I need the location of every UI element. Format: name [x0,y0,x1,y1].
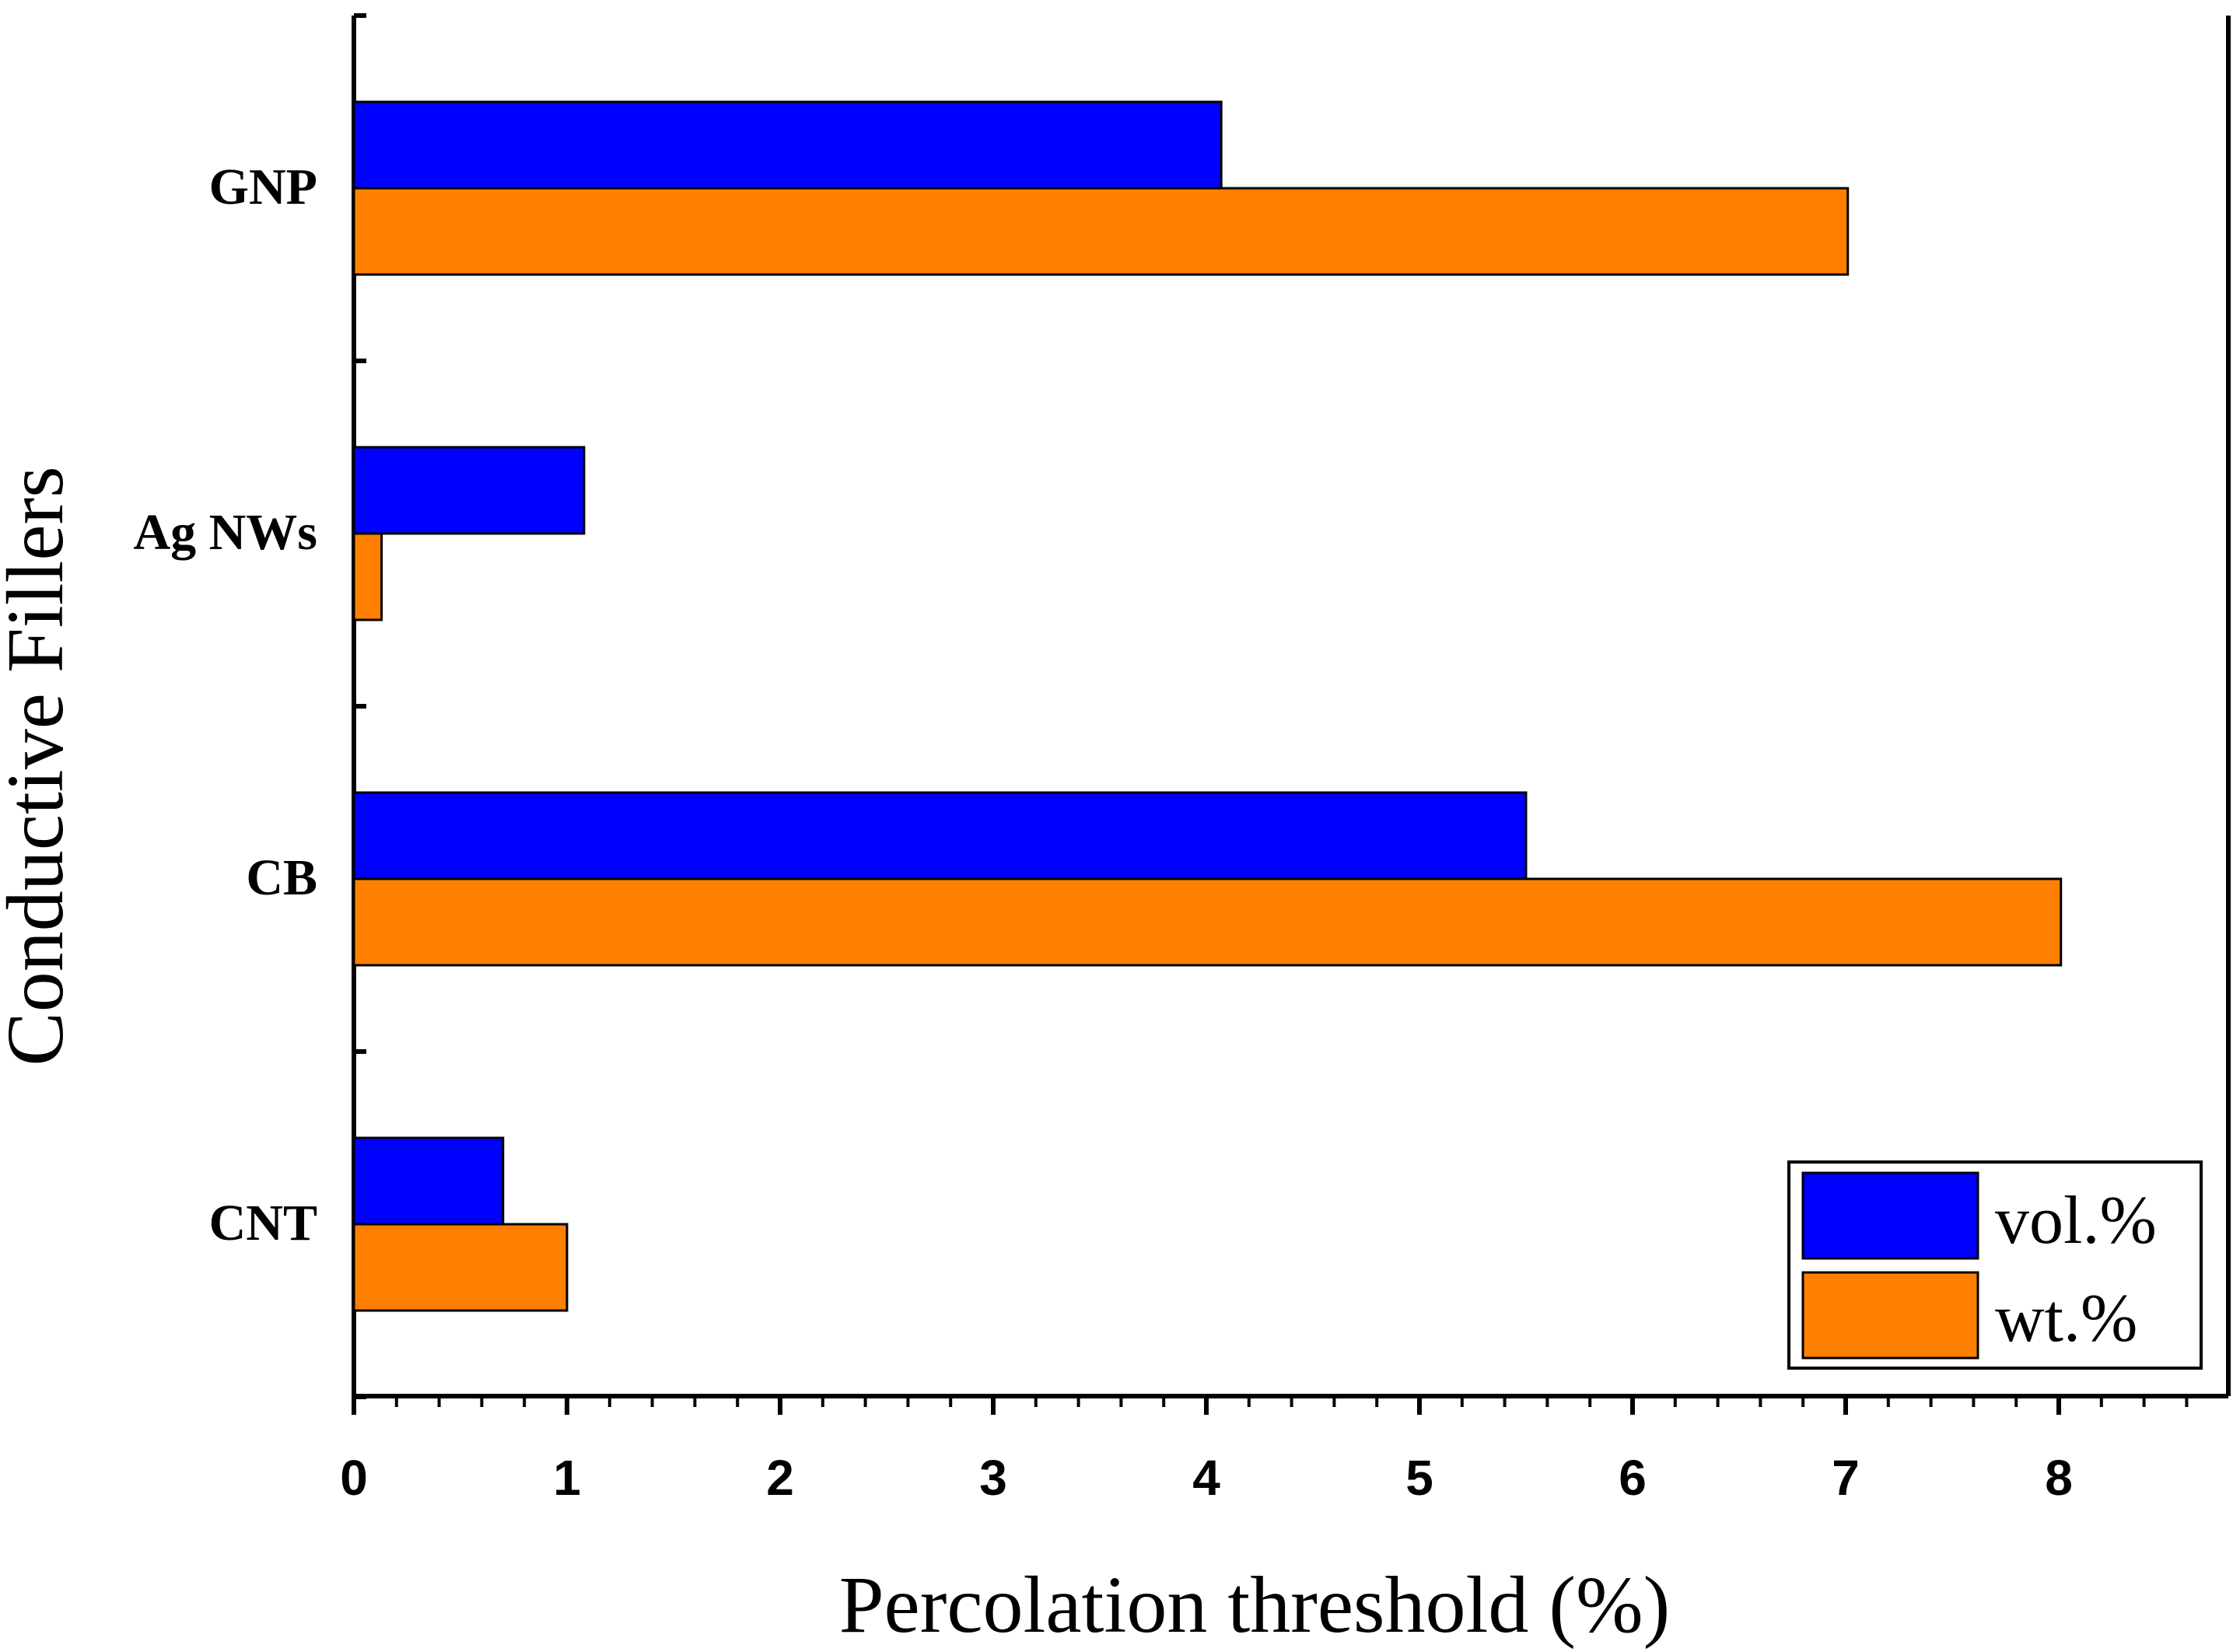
y-category-label: CNT [209,1195,317,1251]
bar-cnt-wt [352,1223,569,1312]
x-tick-label: 5 [1405,1450,1433,1506]
bar-ag-nws-wt [352,532,383,621]
x-tick-label: 7 [1832,1450,1860,1506]
x-tick-label: 2 [766,1450,794,1506]
bar-gnp-wt [352,187,1850,276]
y-axis-ticks: GNP Ag NWs CB CNT [133,13,366,1399]
y-category-label: GNP [209,159,317,215]
bars [352,100,2063,1312]
bar-cb-vol [352,791,1528,880]
bar-cnt-vol [352,1136,505,1226]
legend-swatch-wt [1801,1271,1979,1360]
x-tick-label: 6 [1619,1450,1647,1506]
x-tick-label: 0 [340,1450,368,1506]
legend: vol.% wt.% [1787,1160,2203,1370]
legend-label-vol: vol.% [1995,1183,2157,1258]
y-category-label: Ag NWs [133,504,317,561]
x-tick-label: 4 [1192,1450,1220,1506]
legend-swatch-vol [1801,1171,1979,1260]
x-axis-ticks: 0 1 2 3 4 5 6 7 8 [340,1396,2189,1506]
x-tick-label: 3 [979,1450,1007,1506]
bar-cb-wt [352,877,2063,967]
x-axis-title: Percolation threshold (%) [839,1560,1671,1650]
x-tick-label: 1 [553,1450,581,1506]
y-axis-title: Conductive Fillers [0,466,80,1066]
bar-gnp-vol [352,100,1223,190]
bar-ag-nws-vol [352,446,586,535]
legend-label-wt: wt.% [1995,1281,2137,1356]
x-tick-label: 8 [2045,1450,2073,1506]
y-category-label: CB [246,849,317,906]
